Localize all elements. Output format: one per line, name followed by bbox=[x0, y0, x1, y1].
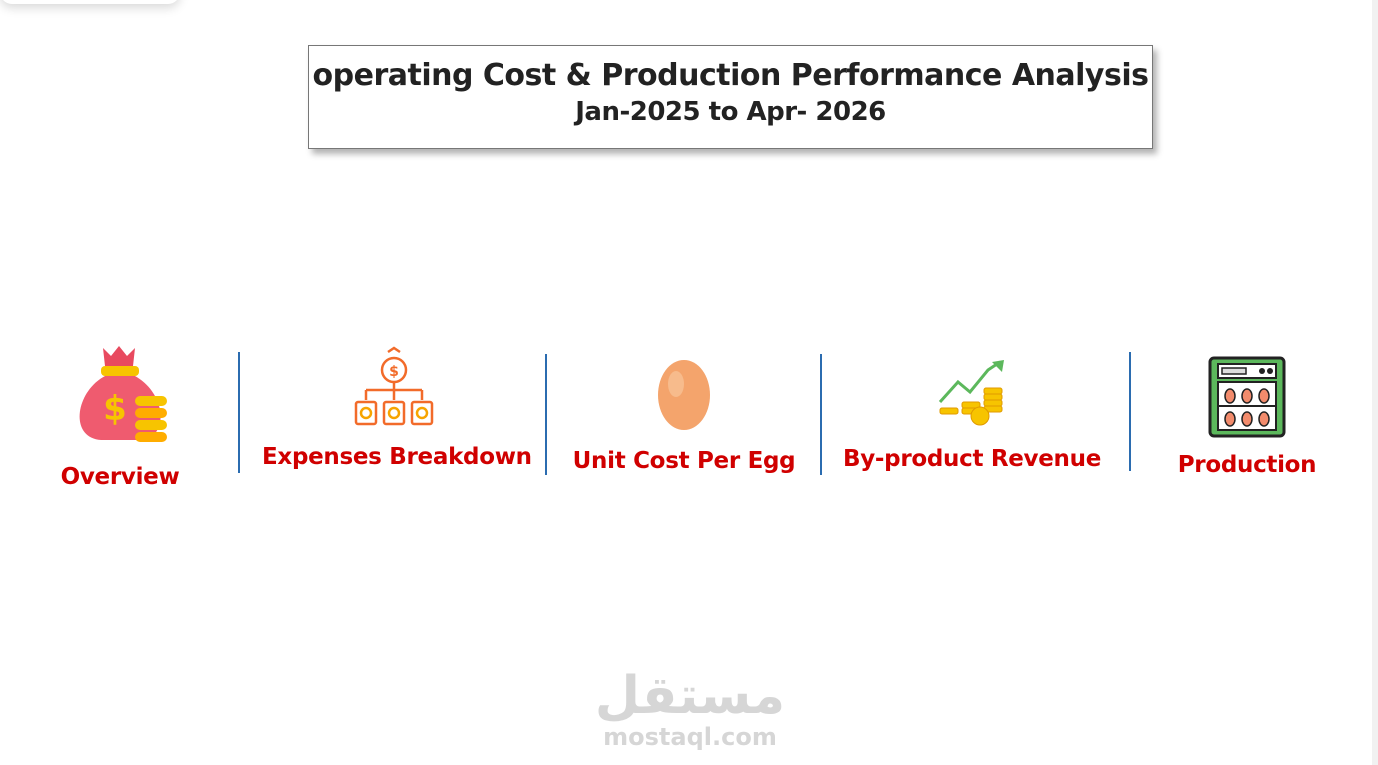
subtitle: Jan-2025 to Apr- 2026 bbox=[575, 97, 886, 127]
svg-text:$: $ bbox=[389, 364, 399, 380]
nav-by-product[interactable]: By-product Revenue bbox=[840, 358, 1104, 472]
nav-overview[interactable]: $ Overview bbox=[40, 342, 200, 490]
title: operating Cost & Production Performance … bbox=[312, 58, 1149, 93]
expenses-icon: $ bbox=[354, 346, 434, 426]
nav-production[interactable]: Production bbox=[1160, 356, 1334, 478]
separator bbox=[1129, 352, 1131, 471]
watermark: مستقل mostaql.com bbox=[560, 668, 820, 750]
incubator-icon bbox=[1208, 356, 1286, 438]
nav-label[interactable]: Overview bbox=[60, 464, 180, 490]
watermark-arabic: مستقل bbox=[594, 666, 786, 726]
svg-text:$: $ bbox=[103, 389, 127, 429]
nav-label[interactable]: Production bbox=[1177, 452, 1317, 478]
nav-label[interactable]: Expenses Breakdown bbox=[262, 444, 532, 470]
egg-icon bbox=[658, 360, 710, 430]
scroll-edge bbox=[1372, 0, 1378, 765]
watermark-latin: mostaql.com bbox=[603, 723, 777, 751]
nav-label[interactable]: Unit Cost Per Egg bbox=[572, 448, 796, 474]
separator bbox=[820, 354, 822, 475]
separator bbox=[238, 352, 240, 473]
nav-unit-cost[interactable]: Unit Cost Per Egg bbox=[570, 358, 798, 474]
separator bbox=[545, 354, 547, 475]
nav-label[interactable]: By-product Revenue bbox=[843, 446, 1101, 472]
growth-icon bbox=[938, 360, 1004, 426]
corner-shadow bbox=[0, 0, 180, 4]
nav-expenses[interactable]: $ Expenses Breakdown bbox=[262, 346, 532, 470]
title-box: operating Cost & Production Performance … bbox=[308, 45, 1153, 149]
money-bag-icon: $ bbox=[79, 346, 167, 442]
